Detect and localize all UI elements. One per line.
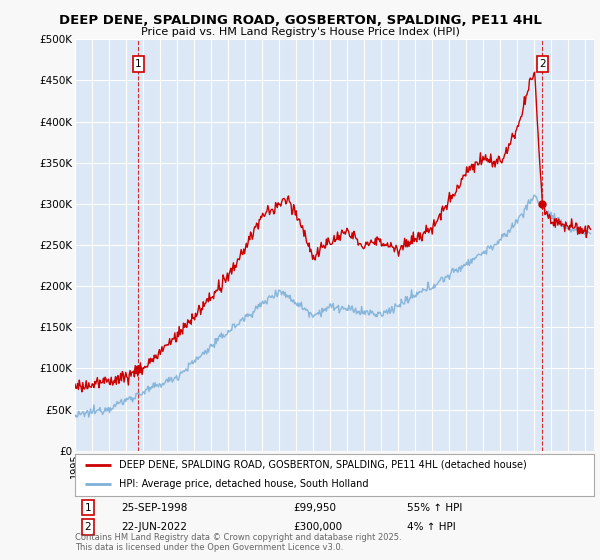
Text: £300,000: £300,000 — [293, 522, 342, 532]
Text: 2: 2 — [85, 522, 91, 532]
Text: 2: 2 — [539, 59, 546, 69]
Text: 25-SEP-1998: 25-SEP-1998 — [122, 503, 188, 512]
Text: DEEP DENE, SPALDING ROAD, GOSBERTON, SPALDING, PE11 4HL (detached house): DEEP DENE, SPALDING ROAD, GOSBERTON, SPA… — [119, 460, 527, 470]
Text: DEEP DENE, SPALDING ROAD, GOSBERTON, SPALDING, PE11 4HL: DEEP DENE, SPALDING ROAD, GOSBERTON, SPA… — [59, 14, 541, 27]
Text: 1: 1 — [85, 503, 91, 512]
Text: Contains HM Land Registry data © Crown copyright and database right 2025.
This d: Contains HM Land Registry data © Crown c… — [75, 533, 401, 552]
Text: 55% ↑ HPI: 55% ↑ HPI — [407, 503, 463, 512]
Text: 4% ↑ HPI: 4% ↑ HPI — [407, 522, 456, 532]
Text: 22-JUN-2022: 22-JUN-2022 — [122, 522, 188, 532]
Text: Price paid vs. HM Land Registry's House Price Index (HPI): Price paid vs. HM Land Registry's House … — [140, 27, 460, 37]
Text: HPI: Average price, detached house, South Holland: HPI: Average price, detached house, Sout… — [119, 479, 368, 489]
Text: £99,950: £99,950 — [293, 503, 336, 512]
Text: 1: 1 — [135, 59, 142, 69]
